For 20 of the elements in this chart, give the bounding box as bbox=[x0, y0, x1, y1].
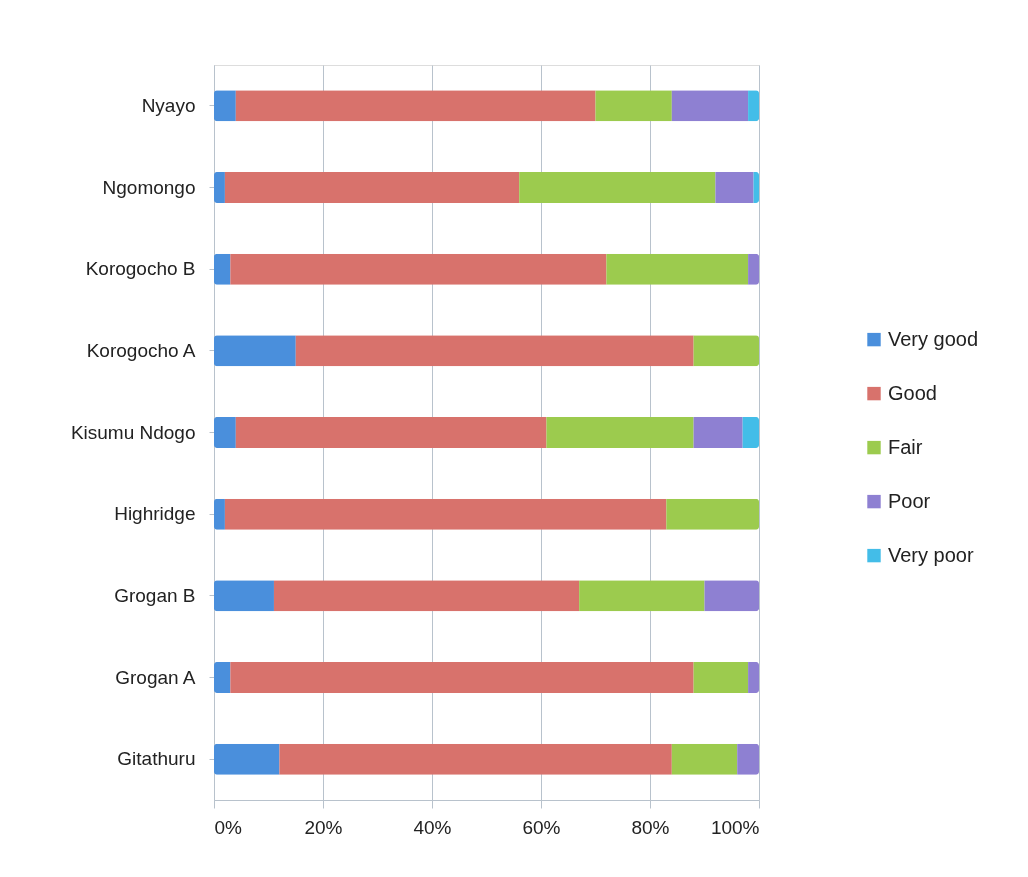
y-tick-label: Korogocho B bbox=[85, 258, 196, 280]
y-tick-label: Ngomongo bbox=[102, 176, 196, 198]
x-tick-label: 0% bbox=[214, 816, 243, 838]
y-tick-label: Highridge bbox=[114, 503, 196, 525]
y-tick-label: Grogan B bbox=[114, 584, 196, 606]
legend-label: Fair bbox=[888, 435, 923, 458]
legend-label: Good bbox=[888, 381, 937, 404]
legend-label: Very good bbox=[888, 327, 979, 350]
y-tick-label: Kisumu Ndogo bbox=[70, 421, 196, 443]
y-tick-label: Nyayo bbox=[141, 94, 196, 116]
y-tick-label: Korogocho A bbox=[86, 339, 196, 361]
x-tick-label: 40% bbox=[413, 816, 452, 838]
x-tick-label: 100% bbox=[710, 816, 760, 838]
x-tick-label: 80% bbox=[631, 816, 670, 838]
x-tick-label: 20% bbox=[304, 816, 343, 838]
legend-label: Very poor bbox=[888, 543, 974, 566]
x-tick-label: 60% bbox=[522, 816, 561, 838]
y-tick-label: Gitathuru bbox=[117, 748, 196, 770]
legend-label: Poor bbox=[888, 489, 931, 512]
y-tick-label: Grogan A bbox=[115, 666, 196, 688]
